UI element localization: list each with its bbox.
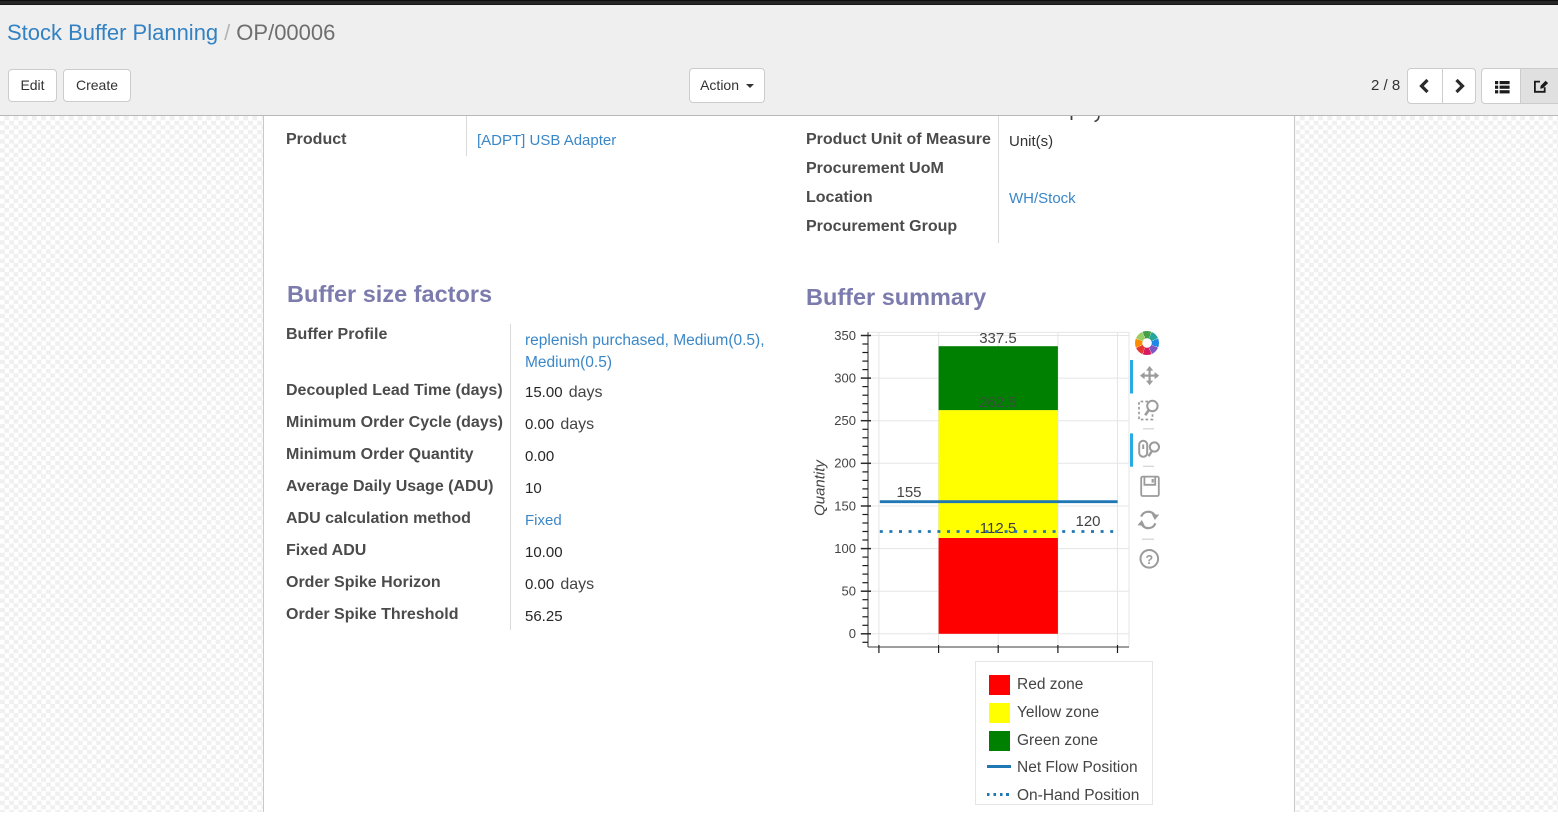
svg-text:0: 0 [849,626,856,641]
svg-text:150: 150 [834,498,856,513]
svg-text:200: 200 [834,456,856,471]
svg-text:?: ? [1145,553,1153,567]
svg-text:50: 50 [842,584,856,599]
svg-text:250: 250 [834,413,856,428]
svg-text:120: 120 [1075,513,1100,530]
svg-text:155: 155 [896,484,921,501]
svg-text:Quantity: Quantity [812,459,829,516]
svg-text:262.5: 262.5 [979,394,1017,411]
svg-text:112.5: 112.5 [980,520,1016,537]
svg-text:300: 300 [834,370,856,385]
svg-text:100: 100 [834,541,856,556]
svg-text:350: 350 [834,328,856,343]
svg-text:337.5: 337.5 [979,330,1017,347]
